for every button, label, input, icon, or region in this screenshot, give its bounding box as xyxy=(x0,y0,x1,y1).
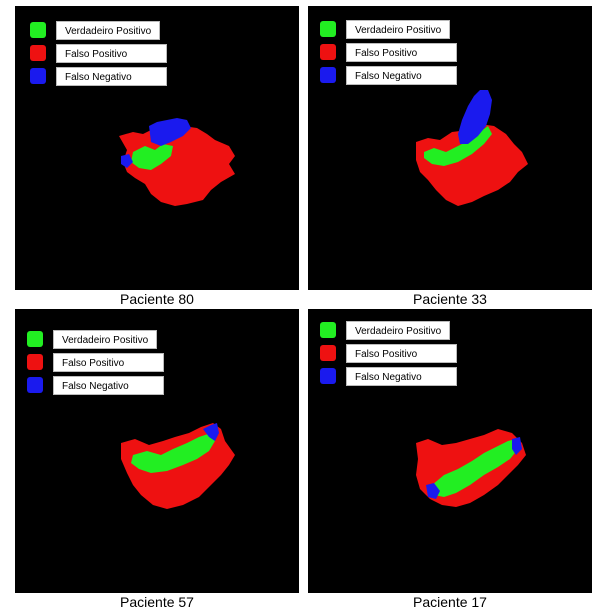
swatch xyxy=(320,67,336,83)
legend-label: Falso Negativo xyxy=(53,376,164,395)
legend-label: Verdadeiro Positivo xyxy=(346,20,451,39)
legend-label: Falso Negativo xyxy=(56,67,167,86)
panel-caption: Paciente 57 xyxy=(120,594,194,610)
false-negative-region xyxy=(203,423,219,441)
segmentation-image: Verdadeiro Positivo Falso Positivo Falso… xyxy=(15,6,299,290)
swatch xyxy=(320,21,336,37)
legend-label: Verdadeiro Positivo xyxy=(56,21,161,40)
legend-label: Falso Negativo xyxy=(346,66,457,85)
false-negative-region xyxy=(121,154,133,168)
legend-label: Falso Positivo xyxy=(53,353,164,372)
swatch xyxy=(27,354,43,370)
panel-paciente-80: Verdadeiro Positivo Falso Positivo Falso… xyxy=(15,6,299,308)
segmentation-image: Verdadeiro Positivo Falso Positivo Falso… xyxy=(308,6,592,290)
legend-label: Falso Positivo xyxy=(346,43,457,62)
swatch xyxy=(27,331,43,347)
segmentation-overlay xyxy=(119,118,235,206)
swatch xyxy=(30,22,46,38)
legend-label: Verdadeiro Positivo xyxy=(346,321,451,340)
swatch xyxy=(30,68,46,84)
panel-paciente-17: Verdadeiro Positivo Falso Positivo Falso… xyxy=(308,309,592,611)
swatch xyxy=(27,377,43,393)
segmentation-overlay xyxy=(416,429,526,507)
false-negative-region xyxy=(512,437,522,455)
swatch xyxy=(320,322,336,338)
panel-paciente-33: Verdadeiro Positivo Falso Positivo Falso… xyxy=(308,6,592,308)
swatch xyxy=(320,44,336,60)
false-negative-region xyxy=(458,90,492,144)
false-positive-region xyxy=(119,126,235,206)
false-positive-region xyxy=(416,124,528,206)
panel-caption: Paciente 33 xyxy=(413,291,487,307)
true-positive-region xyxy=(131,144,173,170)
segmentation-overlay xyxy=(121,423,235,509)
true-positive-region xyxy=(432,439,518,497)
swatch xyxy=(30,45,46,61)
legend-label: Verdadeiro Positivo xyxy=(53,330,158,349)
legend-label: Falso Negativo xyxy=(346,367,457,386)
legend-label: Falso Positivo xyxy=(346,344,457,363)
false-negative-region xyxy=(426,483,440,499)
swatch xyxy=(320,368,336,384)
panel-caption: Paciente 17 xyxy=(413,594,487,610)
legend-label: Falso Positivo xyxy=(56,44,167,63)
true-positive-region xyxy=(131,433,215,473)
segmentation-image: Verdadeiro Positivo Falso Positivo Falso… xyxy=(15,309,299,593)
panel-caption: Paciente 80 xyxy=(120,291,194,307)
segmentation-image: Verdadeiro Positivo Falso Positivo Falso… xyxy=(308,309,592,593)
false-negative-region xyxy=(149,118,191,146)
segmentation-overlay xyxy=(416,90,528,206)
swatch xyxy=(320,345,336,361)
panel-paciente-57: Verdadeiro Positivo Falso Positivo Falso… xyxy=(15,309,299,611)
